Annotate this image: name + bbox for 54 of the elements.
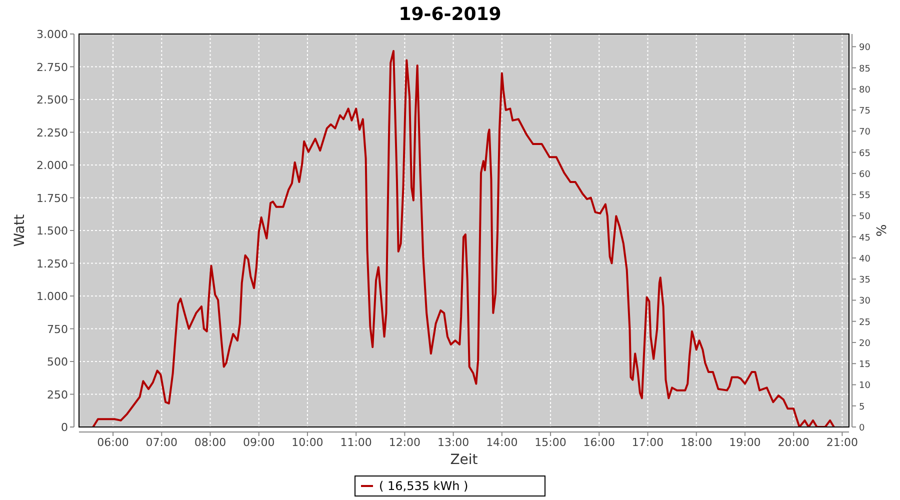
y-tick-label: 2.000 — [36, 159, 68, 172]
x-tick-label: 12:00 — [388, 436, 421, 449]
y2-tick-label: 10 — [859, 381, 871, 392]
y2-tick-label: 30 — [859, 296, 871, 307]
y2-tick-label: 20 — [859, 338, 871, 349]
x-tick-label: 11:00 — [340, 436, 372, 449]
x-tick-label: 19:00 — [729, 436, 761, 449]
y2-tick-label: 90 — [859, 43, 871, 54]
y-tick-label: 1.750 — [36, 192, 68, 205]
y2-axis-title: % — [875, 224, 890, 237]
x-tick-label: 06:00 — [97, 436, 129, 449]
y2-tick-label: 0 — [859, 424, 865, 434]
x-tick-label: 20:00 — [778, 436, 810, 449]
x-tick-label: 10:00 — [292, 436, 324, 449]
y2-tick-label: 15 — [859, 360, 870, 370]
y2-tick-label: 5 — [859, 402, 865, 412]
y2-tick-label: 60 — [859, 170, 871, 180]
y2-tick-label: 70 — [859, 128, 871, 138]
x-tick-label: 21:00 — [826, 436, 858, 449]
y2-tick-label: 50 — [859, 212, 871, 222]
y-tick-label: 1.000 — [36, 290, 68, 303]
chart-title: 19-6-2019 — [398, 4, 502, 25]
y2-tick-label: 45 — [859, 233, 870, 244]
y2-tick-label: 55 — [859, 191, 870, 202]
x-tick-label: 13:00 — [437, 436, 470, 449]
y2-tick-label: 75 — [859, 106, 870, 117]
x-tick-label: 07:00 — [146, 436, 178, 449]
y-tick-label: 2.500 — [36, 94, 68, 106]
x-axis-title: Zeit — [450, 452, 478, 468]
x-tick-label: 16:00 — [583, 436, 615, 449]
y2-tick-label: 35 — [859, 276, 870, 286]
x-tick-label: 14:00 — [486, 436, 518, 449]
x-tick-label: 18:00 — [680, 436, 712, 449]
y-tick-label: 2.250 — [36, 126, 68, 140]
y-tick-label: 1.500 — [36, 224, 68, 238]
y-tick-label: 3.000 — [36, 28, 68, 41]
y-tick-label: 750 — [47, 322, 68, 336]
y-tick-label: 250 — [47, 388, 68, 402]
x-tick-label: 09:00 — [243, 436, 275, 449]
y2-tick-label: 65 — [859, 148, 870, 159]
x-tick-label: 17:00 — [632, 436, 664, 449]
y2-tick-label: 80 — [859, 85, 871, 96]
x-tick-label: 15:00 — [534, 436, 566, 449]
y-tick-label: 0 — [61, 421, 68, 434]
y2-tick-label: 25 — [859, 318, 870, 328]
y-tick-label: 1.250 — [36, 257, 68, 270]
y-tick-label: 500 — [47, 356, 68, 368]
y2-tick-label: 40 — [859, 254, 871, 264]
x-tick-label: 08:00 — [194, 436, 226, 449]
y-axis-title: Watt — [12, 214, 28, 247]
legend-label: ( 16,535 kWh ) — [379, 479, 468, 493]
y-tick-label: 2.750 — [36, 60, 68, 74]
y2-tick-label: 85 — [859, 64, 870, 74]
line-series — [92, 50, 835, 427]
